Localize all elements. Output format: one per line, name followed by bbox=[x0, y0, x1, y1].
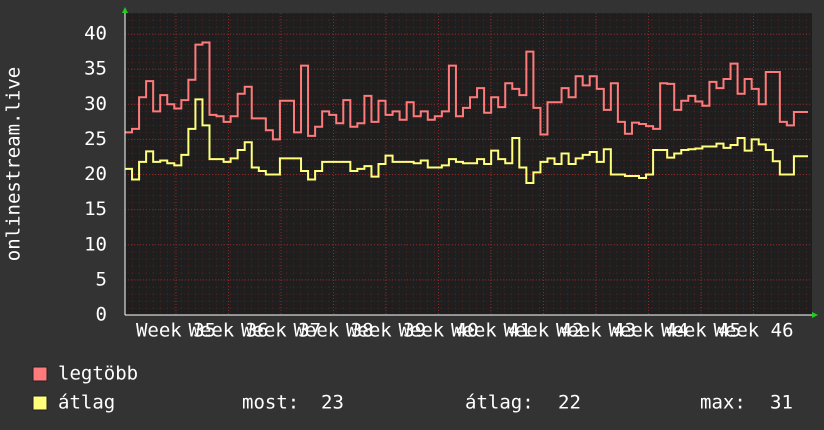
legend-label: legtöbb bbox=[58, 363, 138, 385]
y-tick-label: 40 bbox=[84, 23, 107, 45]
legend-swatch bbox=[32, 366, 48, 382]
y-tick-label: 0 bbox=[96, 304, 107, 326]
series-line bbox=[125, 98, 808, 184]
x-tick-label: Week 45 bbox=[661, 320, 741, 342]
y-arrow bbox=[122, 7, 128, 13]
y-tick-label: 25 bbox=[84, 128, 107, 150]
x-tick-label: Week 39 bbox=[346, 320, 426, 342]
x-tick-label: Week 44 bbox=[608, 320, 688, 342]
y-axis-label: onlinestream.live bbox=[3, 67, 25, 261]
y-tick-label: 35 bbox=[84, 58, 107, 80]
x-tick-label: Week 36 bbox=[188, 320, 268, 342]
series-line bbox=[125, 41, 808, 141]
x-tick-label: Week 38 bbox=[293, 320, 373, 342]
stat-label: max: bbox=[700, 392, 746, 414]
y-tick-label: 10 bbox=[84, 233, 107, 255]
stat-value: 31 bbox=[770, 392, 793, 414]
x-tick-label: Week 37 bbox=[241, 320, 321, 342]
y-tick-label: 30 bbox=[84, 93, 107, 115]
x-tick-label: Week 46 bbox=[713, 320, 793, 342]
x-tick-label: Week 40 bbox=[398, 320, 478, 342]
legend-swatch bbox=[32, 395, 48, 411]
x-tick-label: Week 43 bbox=[556, 320, 636, 342]
legend-label: átlag bbox=[58, 392, 115, 414]
x-tick-label: Week 35 bbox=[136, 320, 216, 342]
stat-label: most: bbox=[242, 392, 299, 414]
x-arrow bbox=[812, 312, 818, 318]
x-tick-label: Week 42 bbox=[503, 320, 583, 342]
stat-label: átlag: bbox=[465, 392, 534, 414]
y-tick-label: 15 bbox=[84, 198, 107, 220]
stat-value: 22 bbox=[558, 392, 581, 414]
stat-value: 23 bbox=[321, 392, 344, 414]
y-tick-label: 5 bbox=[96, 268, 107, 290]
x-tick-label: Week 41 bbox=[451, 320, 531, 342]
y-tick-label: 20 bbox=[84, 163, 107, 185]
